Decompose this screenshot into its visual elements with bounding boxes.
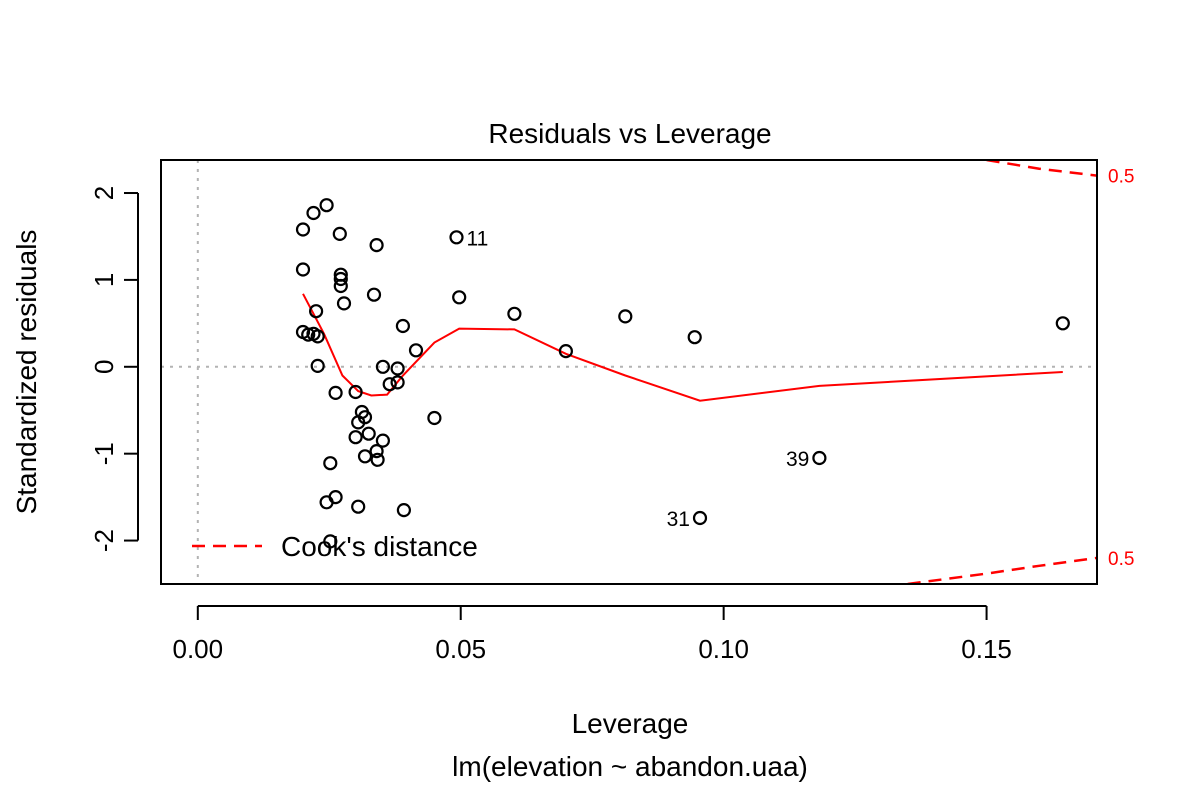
cooks-distance-line-upper [986,160,1097,177]
data-point [357,410,373,425]
data-point [427,410,442,426]
x-axis: 0.00 0.05 0.10 0.15 [173,605,1012,664]
point-label: 39 [786,448,809,471]
x-axis-label: Leverage [572,708,689,739]
data-point [328,490,343,505]
x-tick-label: 0.05 [435,634,486,664]
data-point [301,327,316,342]
data-point [370,452,385,467]
point-label: 31 [667,508,690,531]
x-tick-label: 0.15 [961,634,1012,664]
point-labels-group: 11 39 31 [467,227,810,531]
cooks-distance-line-lower [907,556,1097,584]
data-point [618,309,633,324]
legend-cooks-distance-label: Cook's distance [281,531,478,562]
point-label: 11 [467,227,489,250]
x-tick-label: 0.10 [698,634,749,664]
data-point [452,290,467,305]
chart-title: Residuals vs Leverage [488,118,771,149]
data-point [366,287,382,302]
data-point [507,306,522,321]
y-tick-label: -2 [89,529,119,552]
data-point [309,304,324,319]
data-point [375,433,390,448]
data-point [295,222,311,237]
data-point [361,426,376,441]
data-point [1055,316,1070,331]
reference-lines [161,160,1097,584]
data-point [351,499,366,514]
legend: Cook's distance [192,531,478,562]
data-point [390,375,405,390]
points-group [295,198,1070,549]
data-point [333,278,348,294]
data-point [310,358,325,373]
data-point [310,329,325,344]
data-point [323,456,338,471]
data-point [333,271,348,287]
data-point [382,377,397,392]
x-tick-label: 0.00 [173,634,224,664]
data-point [375,359,390,374]
data-point [396,503,411,518]
data-point [558,344,574,359]
y-tick-label: -1 [89,442,119,465]
data-point [323,534,338,549]
model-formula-subtitle: lm(elevation ~ abandon.uaa) [452,751,808,782]
data-point [395,318,410,334]
data-point [336,296,352,311]
cooks-distance-lines [907,160,1097,584]
y-tick-label: 0 [89,360,119,374]
data-point [408,343,424,358]
y-axis-label: Standardized residuals [11,230,42,515]
data-point [390,361,405,376]
data-point [348,384,363,400]
data-point [449,230,464,245]
data-point [369,444,384,459]
data-point [812,450,827,466]
data-point [319,198,334,213]
data-point [295,262,311,277]
data-point [692,510,708,526]
data-point [357,449,373,464]
cooks-level-label-lower: 0.5 [1108,549,1134,570]
data-point [306,205,321,221]
data-point [332,226,347,241]
data-point [687,330,702,345]
smoother-line [302,293,1063,402]
data-point [369,238,384,253]
data-point [328,385,343,400]
data-point [348,430,363,445]
y-tick-label: 1 [89,273,119,287]
y-axis: -2 -1 0 1 2 [89,186,139,552]
cooks-distance-level-labels: 0.5 0.5 [1108,167,1134,570]
y-tick-label: 2 [89,186,119,200]
plot-frame [160,159,1098,585]
cooks-level-label-upper: 0.5 [1108,167,1134,188]
smoother-group [302,293,1063,402]
